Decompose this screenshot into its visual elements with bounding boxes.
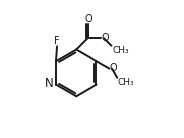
Text: N: N [45, 77, 54, 90]
Text: F: F [54, 36, 60, 46]
Text: O: O [110, 63, 118, 73]
Text: O: O [84, 14, 92, 24]
Text: CH₃: CH₃ [118, 78, 135, 87]
Text: O: O [102, 33, 109, 43]
Text: CH₃: CH₃ [112, 46, 129, 55]
